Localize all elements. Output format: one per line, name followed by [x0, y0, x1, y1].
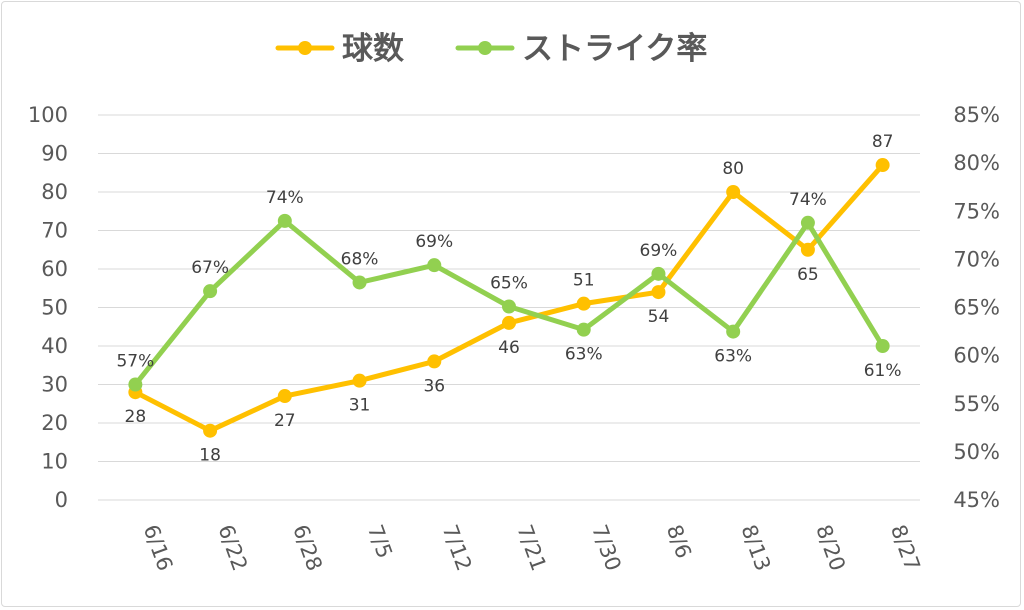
series-line-1 — [132, 162, 886, 434]
data-point — [203, 423, 218, 438]
y-right-tick-label: 85% — [953, 103, 1000, 127]
y-left-tick-label: 50 — [41, 296, 68, 320]
data-point — [352, 373, 367, 388]
data-label: 18 — [199, 446, 221, 466]
data-point — [800, 215, 815, 230]
data-label: 54 — [648, 307, 670, 327]
data-point — [352, 275, 367, 290]
data-point — [427, 354, 442, 369]
y-right-tick-label: 75% — [953, 199, 1000, 223]
legend-label: ストライク率 — [522, 31, 707, 67]
data-label: 74% — [789, 190, 827, 210]
y-left-tick-label: 70 — [41, 219, 68, 243]
y-axis-right: 45% 50% 55% 60% 65% 70% 75% 80% 85% — [953, 103, 1000, 512]
y-right-tick-label: 55% — [953, 392, 1000, 416]
data-label: 36 — [423, 376, 445, 396]
data-label: 28 — [125, 407, 147, 427]
data-label: 69% — [415, 232, 453, 252]
data-label: 46 — [498, 338, 520, 358]
y-right-tick-label: 70% — [953, 247, 1000, 271]
data-point — [277, 213, 292, 228]
y-right-tick-label: 45% — [953, 488, 1000, 512]
y-left-tick-label: 100 — [28, 103, 68, 127]
y-right-tick-label: 60% — [953, 344, 1000, 368]
y-right-tick-label: 50% — [953, 440, 1000, 464]
x-tick-label: 8/27 — [886, 522, 925, 575]
y-left-tick-label: 10 — [41, 450, 68, 474]
y-left-tick-label: 30 — [41, 373, 68, 397]
y-right-tick-label: 80% — [953, 151, 1000, 175]
data-label: 87 — [872, 132, 894, 152]
y-right-tick-label: 65% — [953, 296, 1000, 320]
series-points — [128, 158, 890, 438]
data-point — [726, 324, 741, 339]
x-tick-label: 7/12 — [438, 522, 477, 575]
data-label: 68% — [341, 249, 379, 269]
data-point — [427, 258, 442, 273]
data-point — [128, 377, 143, 392]
data-point — [726, 185, 741, 199]
legend-swatch-marker — [478, 41, 492, 55]
y-left-tick-label: 0 — [55, 488, 68, 512]
y-left-tick-label: 40 — [41, 334, 68, 358]
x-axis: 6/16 6/22 6/28 7/5 7/12 7/21 7/30 8/6 8/13 8/20 8/… — [139, 522, 925, 575]
data-label: 65% — [490, 274, 528, 294]
legend: 球数 ストライク率 — [275, 31, 707, 67]
x-tick-label: 8/6 — [662, 522, 696, 562]
x-tick-label: 7/21 — [512, 522, 551, 575]
data-label: 51 — [573, 271, 595, 291]
data-point — [576, 322, 591, 337]
x-tick-label: 7/5 — [363, 522, 397, 562]
x-tick-label: 6/22 — [213, 522, 252, 575]
data-point — [502, 299, 516, 314]
data-point — [651, 266, 666, 281]
x-tick-label: 7/30 — [587, 522, 626, 575]
y-left-tick-label: 20 — [41, 411, 68, 435]
x-tick-label: 6/28 — [288, 522, 327, 575]
data-label: 61% — [864, 361, 902, 381]
data-label: 80 — [722, 159, 744, 179]
data-label: 63% — [714, 347, 752, 367]
data-point — [203, 284, 218, 299]
data-point — [277, 389, 292, 404]
data-label: 67% — [191, 258, 229, 278]
x-tick-label: 8/13 — [736, 522, 775, 575]
data-point — [502, 315, 516, 330]
legend-swatch-marker — [298, 41, 312, 55]
data-labels: 28 18 27 31 36 46 51 54 80 65 87 57% 67% 74% 68% 69% 65%… — [116, 132, 901, 466]
x-tick-label: 6/16 — [139, 522, 178, 575]
data-label: 69% — [640, 241, 678, 261]
y-left-tick-label: 90 — [41, 142, 68, 166]
x-tick-label: 8/20 — [811, 522, 850, 575]
data-label: 57% — [116, 352, 154, 372]
data-label: 63% — [565, 345, 603, 365]
y-left-tick-label: 60 — [41, 257, 68, 281]
data-label: 74% — [266, 188, 304, 208]
gridlines — [98, 114, 920, 501]
series-lines — [132, 162, 886, 434]
data-point — [875, 158, 890, 173]
data-label: 31 — [349, 396, 371, 416]
legend-label: 球数 — [342, 31, 404, 67]
data-point — [576, 296, 591, 311]
data-label: 65 — [797, 265, 819, 285]
data-label: 27 — [274, 411, 296, 431]
data-point — [651, 285, 666, 300]
y-left-tick-label: 80 — [41, 180, 68, 204]
data-point — [875, 339, 890, 353]
y-axis-left: 0 10 20 30 40 50 60 70 80 90 100 — [28, 103, 68, 512]
data-point — [800, 242, 815, 257]
